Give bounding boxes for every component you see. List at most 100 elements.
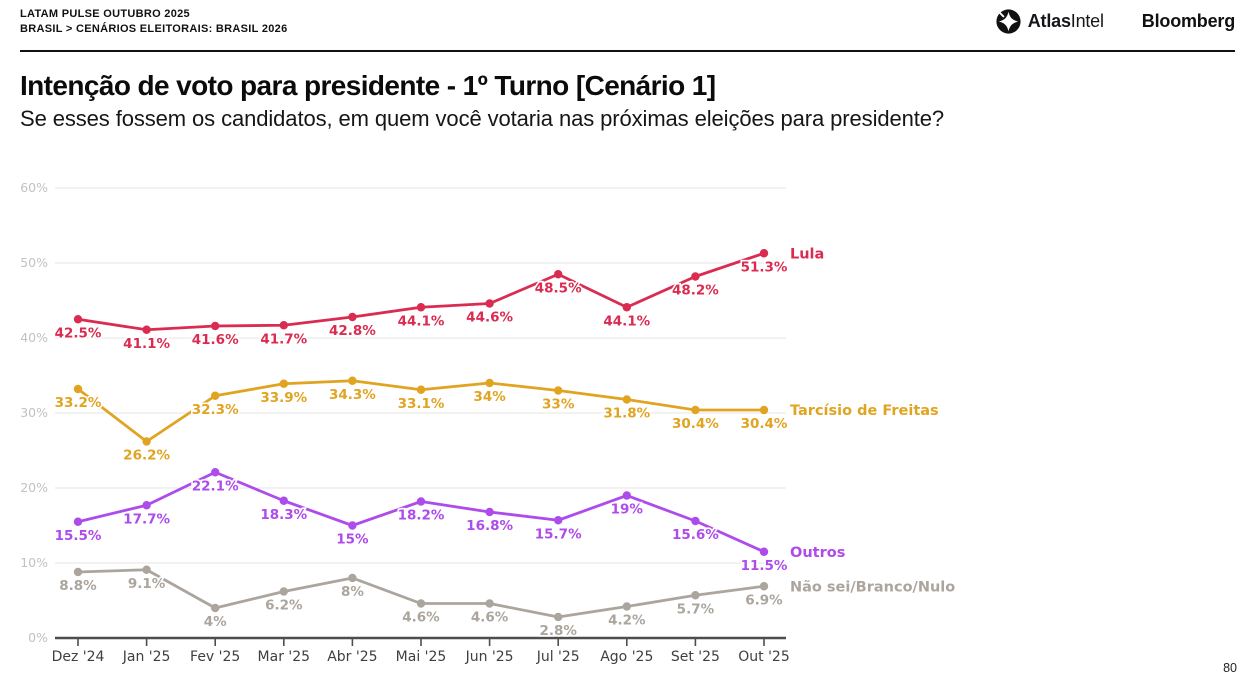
y-axis-tick-label: 0% xyxy=(28,630,48,645)
report-kicker: LATAM PULSE OUTUBRO 2025 xyxy=(20,8,190,20)
data-point xyxy=(485,378,494,388)
x-axis-tick-label: Jul '25 xyxy=(536,649,580,665)
data-point xyxy=(416,303,426,312)
data-point-label: 2.8% xyxy=(539,623,577,639)
data-point xyxy=(416,385,426,394)
data-point-label: 34.3% xyxy=(329,387,376,403)
x-axis-tick-label: Jan '25 xyxy=(122,649,171,665)
data-point-label: 11.5% xyxy=(741,558,788,574)
data-point xyxy=(348,573,357,583)
data-point-label: 19% xyxy=(611,502,644,518)
data-point-label: 42.5% xyxy=(55,325,102,341)
y-axis-tick-label: 60% xyxy=(20,180,48,195)
data-point-label: 44.1% xyxy=(398,313,445,329)
data-point xyxy=(554,386,563,395)
data-point xyxy=(622,602,631,611)
data-point-label: 18.3% xyxy=(260,507,307,523)
data-point-label: 15.5% xyxy=(55,528,102,544)
page-title: Intenção de voto para presidente - 1º Tu… xyxy=(20,70,716,101)
series-end-label: Não sei/Branco/Nulo xyxy=(790,579,955,595)
data-point-label: 17.7% xyxy=(123,511,170,527)
data-point-label: 5.7% xyxy=(677,601,715,617)
series-end-label: Tarcísio de Freitas xyxy=(790,403,939,419)
data-point xyxy=(759,405,769,415)
x-axis-tick-label: Abr '25 xyxy=(327,649,377,665)
data-point-label: 15.7% xyxy=(535,526,582,542)
data-point-label: 4.6% xyxy=(471,610,509,626)
bloomberg-logo: Bloomberg xyxy=(1141,11,1235,31)
data-point-label: 8% xyxy=(341,584,364,600)
data-point-label: 30.4% xyxy=(672,416,719,432)
data-point-label: 44.1% xyxy=(603,313,650,329)
data-point-label: 33.2% xyxy=(55,395,102,411)
data-point xyxy=(73,384,83,394)
x-axis-tick-label: Dez '24 xyxy=(52,649,105,665)
data-point xyxy=(759,249,769,258)
data-point-label: 51.3% xyxy=(741,259,788,275)
data-point-label: 18.2% xyxy=(398,508,445,524)
data-point-label: 22.1% xyxy=(192,478,239,494)
x-axis-tick-label: Mar '25 xyxy=(258,649,311,665)
data-point-label: 48.2% xyxy=(672,283,719,299)
x-axis-tick-label: Jun '25 xyxy=(465,649,514,665)
data-point-label: 44.6% xyxy=(466,310,513,326)
x-axis-tick-label: Set '25 xyxy=(671,649,720,665)
data-point-label: 30.4% xyxy=(741,416,788,432)
header: LATAM PULSE OUTUBRO 2025 BRASIL > CENÁRI… xyxy=(20,0,1235,52)
data-point xyxy=(416,599,426,608)
data-point-label: 48.5% xyxy=(535,280,582,296)
data-point xyxy=(759,582,769,591)
data-point-label: 33% xyxy=(542,397,575,413)
data-point xyxy=(691,405,700,415)
data-point-label: 34% xyxy=(473,389,506,405)
atlasintel-compass-icon xyxy=(996,9,1021,34)
data-point xyxy=(554,516,563,525)
data-point-label: 6.2% xyxy=(265,598,303,614)
atlasintel-logo: AtlasIntel xyxy=(996,9,1104,34)
y-axis-tick-label: 10% xyxy=(20,555,48,570)
data-point xyxy=(73,567,83,577)
data-point xyxy=(279,587,288,596)
x-axis-tick-label: Ago '25 xyxy=(600,649,653,665)
data-point-label: 41.1% xyxy=(123,336,170,352)
data-point xyxy=(759,547,769,556)
data-point-label: 16.8% xyxy=(466,518,513,534)
data-point xyxy=(348,376,357,385)
data-point xyxy=(622,491,631,500)
data-point-label: 15.6% xyxy=(672,527,719,543)
data-point xyxy=(73,517,83,526)
data-point xyxy=(279,496,288,505)
data-point xyxy=(211,603,220,613)
data-point-label: 26.2% xyxy=(123,448,170,464)
data-point xyxy=(691,272,700,281)
data-point xyxy=(142,437,151,446)
data-point-label: 15% xyxy=(336,532,369,548)
data-point-label: 6.9% xyxy=(745,592,783,608)
data-point xyxy=(691,516,700,526)
x-axis-tick-label: Out '25 xyxy=(738,649,790,665)
data-point xyxy=(142,565,151,574)
y-axis-tick-label: 30% xyxy=(20,405,48,420)
data-point xyxy=(622,303,631,312)
atlasintel-wordmark: AtlasIntel xyxy=(1027,11,1104,31)
data-point xyxy=(348,312,357,322)
data-point-label: 33.9% xyxy=(260,390,307,406)
series-end-label: Outros xyxy=(790,545,845,561)
page-subtitle: Se esses fossem os candidatos, em quem v… xyxy=(20,106,945,131)
data-point-label: 32.3% xyxy=(192,402,239,418)
data-point-label: 4.2% xyxy=(608,613,646,629)
data-point xyxy=(485,507,494,517)
data-point-label: 41.6% xyxy=(192,332,239,348)
data-point xyxy=(142,325,151,334)
header-logos: AtlasIntel Bloomberg xyxy=(996,7,1235,34)
data-point-label: 41.7% xyxy=(260,331,307,347)
data-point xyxy=(211,391,220,400)
page-number: 80 xyxy=(1223,661,1237,675)
breadcrumb: BRASIL > CENÁRIOS ELEITORAIS: BRASIL 202… xyxy=(20,23,288,35)
data-point xyxy=(73,315,83,324)
data-point-label: 4.6% xyxy=(402,610,440,626)
data-point-label: 9.1% xyxy=(128,576,166,592)
series-end-label: Lula xyxy=(790,246,824,262)
data-point xyxy=(485,299,494,308)
